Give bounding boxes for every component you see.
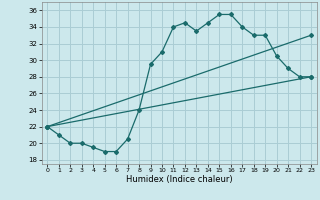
X-axis label: Humidex (Indice chaleur): Humidex (Indice chaleur): [126, 175, 233, 184]
